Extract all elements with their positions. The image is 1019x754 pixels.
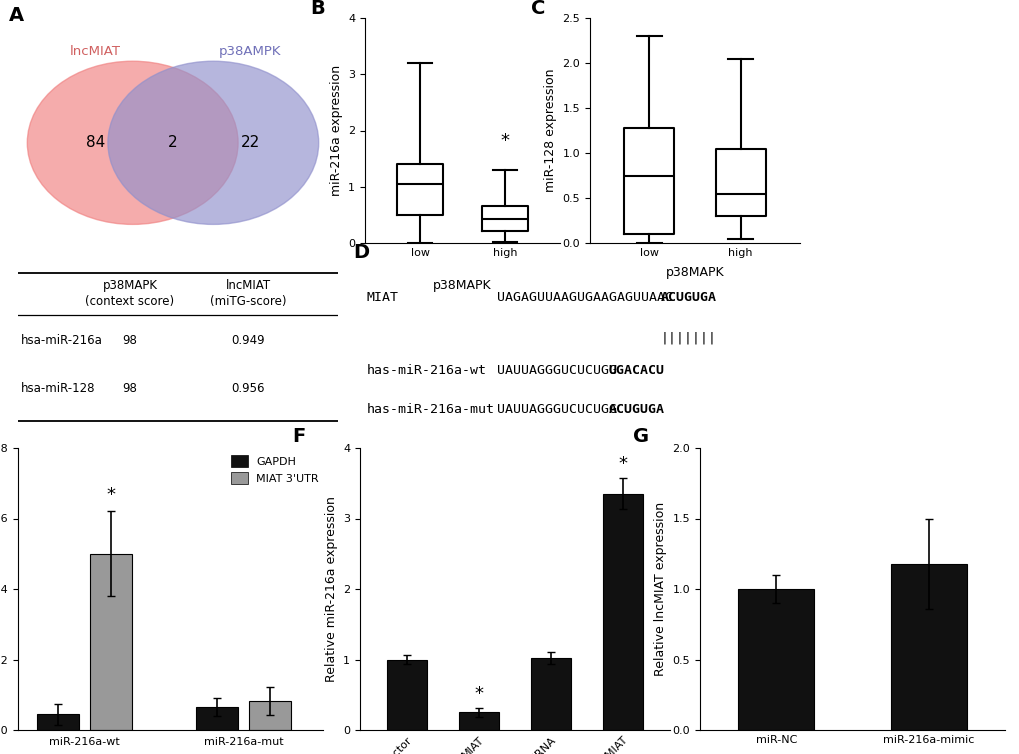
Text: A: A	[9, 6, 23, 25]
Text: 0.949: 0.949	[231, 333, 265, 347]
Bar	[890, 564, 966, 730]
Text: 84: 84	[86, 135, 105, 150]
Y-axis label: miR-128 expression: miR-128 expression	[543, 69, 556, 192]
Text: *: *	[619, 455, 627, 473]
Text: 0.956: 0.956	[231, 382, 265, 395]
Y-axis label: miR-216a expression: miR-216a expression	[329, 65, 342, 196]
Text: *: *	[500, 132, 508, 150]
Text: G: G	[632, 428, 648, 446]
Y-axis label: Relative lncMIAT expression: Relative lncMIAT expression	[653, 502, 666, 676]
Bar	[531, 658, 571, 730]
Text: lncMIAT
(miTG-score): lncMIAT (miTG-score)	[210, 279, 286, 308]
Text: has-miR-216a-wt: has-miR-216a-wt	[366, 364, 486, 377]
Text: p38MAPK
(context score): p38MAPK (context score)	[86, 279, 174, 308]
Text: ACUGUGA: ACUGUGA	[660, 291, 716, 305]
Text: D: D	[354, 244, 369, 262]
Text: UAGAGUUAAGUGAAGAGUUAAC: UAGAGUUAAGUGAAGAGUUAAC	[496, 291, 672, 305]
Bar	[386, 660, 426, 730]
Text: UGACACU: UGACACU	[608, 364, 664, 377]
Text: p38MAPK: p38MAPK	[665, 266, 723, 280]
Text: C: C	[531, 0, 545, 17]
Text: ACUGUGA: ACUGUGA	[608, 403, 664, 416]
Text: 22: 22	[240, 135, 260, 150]
Text: 98: 98	[122, 382, 138, 395]
Bar	[90, 553, 131, 730]
Text: has-miR-216a-mut: has-miR-216a-mut	[366, 403, 494, 416]
Text: MIAT: MIAT	[366, 291, 398, 305]
Text: lncMIAT: lncMIAT	[70, 45, 121, 58]
Text: *: *	[106, 486, 115, 504]
Text: hsa-miR-216a: hsa-miR-216a	[21, 333, 103, 347]
Bar	[602, 494, 642, 730]
Legend: GAPDH, MIAT 3'UTR: GAPDH, MIAT 3'UTR	[226, 451, 323, 488]
Text: UAUUAGGGUCUCUGG: UAUUAGGGUCUCUGG	[496, 403, 615, 416]
Bar	[37, 714, 78, 730]
Bar	[459, 713, 498, 730]
Text: *: *	[474, 685, 483, 703]
Bar	[196, 707, 237, 730]
Circle shape	[28, 61, 237, 225]
Text: |||||||: |||||||	[660, 332, 716, 345]
Text: F: F	[291, 428, 305, 446]
Text: p38AMPK: p38AMPK	[219, 45, 281, 58]
Text: hsa-miR-128: hsa-miR-128	[21, 382, 96, 395]
Text: 98: 98	[122, 333, 138, 347]
Text: 2: 2	[168, 135, 177, 150]
Bar	[249, 701, 290, 730]
Text: p38MAPK: p38MAPK	[433, 279, 491, 292]
Text: UAUUAGGGUCUCUGG: UAUUAGGGUCUCUGG	[496, 364, 615, 377]
Circle shape	[108, 61, 318, 225]
Text: B: B	[310, 0, 325, 17]
Bar	[738, 589, 813, 730]
Y-axis label: Relative miR-216a expression: Relative miR-216a expression	[324, 496, 337, 682]
